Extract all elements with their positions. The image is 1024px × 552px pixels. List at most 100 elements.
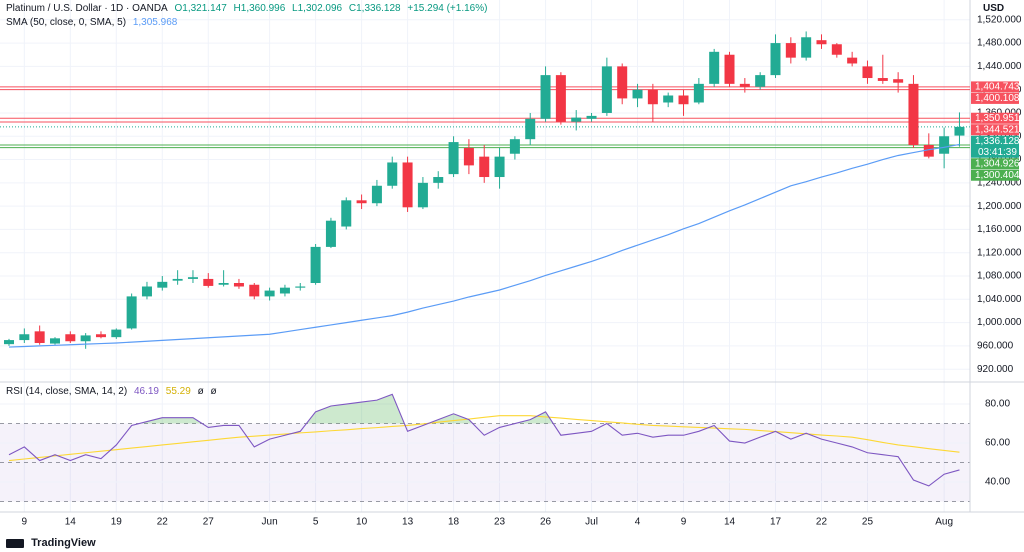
- rsi-ma-value: 55.29: [165, 386, 191, 397]
- candle-body: [295, 286, 306, 288]
- candle-body: [801, 37, 812, 58]
- x-tick-label: 22: [157, 517, 169, 528]
- candle-body: [356, 200, 367, 204]
- candle-body: [939, 136, 950, 154]
- x-tick-label: 18: [448, 517, 460, 528]
- candle-body: [831, 44, 842, 55]
- candle-body: [65, 334, 76, 342]
- symbol-title: Platinum / U.S. Dollar · 1D · OANDA: [6, 3, 168, 14]
- brand-name: TradingView: [31, 537, 96, 549]
- main-legend: Platinum / U.S. Dollar · 1D · OANDA O1,3…: [6, 3, 491, 14]
- candle-body: [678, 95, 689, 105]
- candle-body: [862, 66, 873, 79]
- y-tick-label: 1,440.000: [977, 61, 1022, 72]
- candle-body: [770, 43, 781, 76]
- candle-body: [141, 286, 152, 297]
- candle-body: [923, 144, 934, 157]
- x-tick-label: 13: [402, 517, 414, 528]
- candle-body: [325, 220, 336, 247]
- sma-line: [8, 143, 960, 348]
- candle-body: [187, 277, 198, 279]
- x-tick-label: 25: [862, 517, 874, 528]
- price-tag: [971, 124, 1019, 136]
- candle-body: [954, 126, 965, 136]
- x-tick-label: Jun: [262, 517, 278, 528]
- rsi-line: [8, 415, 960, 462]
- y-tick-label: 920.000: [977, 364, 1014, 375]
- candle-body: [739, 83, 750, 87]
- price-tag: [971, 92, 1019, 104]
- candle-body: [463, 147, 474, 166]
- x-tick-label: 4: [635, 517, 641, 528]
- x-tick-label: Aug: [935, 517, 953, 528]
- candle-body: [371, 185, 382, 204]
- candle-body: [4, 340, 14, 345]
- rsi-legend: RSI (14, close, SMA, 14, 2) 46.19 55.29 …: [6, 386, 221, 397]
- candle-body: [847, 57, 858, 64]
- y-tick-label: 80.00: [985, 399, 1010, 410]
- x-tick-label: 23: [494, 517, 506, 528]
- y-tick-label: 1,040.000: [977, 294, 1022, 305]
- candle-body: [34, 331, 45, 343]
- rsi-value: 46.19: [133, 386, 159, 397]
- candle-body: [49, 338, 60, 344]
- rsi-title: RSI (14, close, SMA, 14, 2): [6, 386, 128, 397]
- rsi-na: ø: [210, 386, 217, 397]
- rsi-line: [8, 393, 960, 487]
- candle-body: [632, 89, 643, 99]
- candle-body: [341, 200, 352, 227]
- candle-body: [617, 66, 628, 99]
- candle-body: [218, 283, 229, 285]
- candle-body: [203, 278, 214, 286]
- ohlc-low: L1,302.096: [292, 3, 343, 14]
- candle-body: [417, 182, 428, 208]
- countdown: 03:41:39: [978, 147, 1017, 158]
- y-tick-label: 960.000: [977, 341, 1014, 352]
- candle-body: [402, 162, 413, 208]
- candle-body: [80, 335, 91, 342]
- candle-body: [126, 296, 137, 329]
- x-tick-label: 19: [111, 517, 123, 528]
- price-tag-label: 1,400.108: [975, 93, 1020, 104]
- candle-body: [448, 142, 459, 175]
- candle-body: [908, 83, 919, 145]
- price-tag: [971, 112, 1019, 124]
- candle-body: [893, 79, 904, 83]
- candle-body: [724, 54, 735, 84]
- price-tag-label: 1,300.404: [975, 170, 1020, 181]
- x-tick-label: 10: [356, 517, 368, 528]
- candle-body: [279, 287, 290, 294]
- y-tick-label: 1,120.000: [977, 247, 1022, 258]
- rsi-na: ø: [197, 386, 204, 397]
- x-tick-label: 26: [540, 517, 552, 528]
- price-tag-label: 1,344.521: [975, 124, 1020, 135]
- currency: USD: [983, 3, 1005, 14]
- candle-body: [709, 51, 720, 84]
- price-tag: [971, 169, 1019, 181]
- candle-body: [525, 118, 536, 140]
- x-tick-label: 9: [681, 517, 687, 528]
- candle-body: [479, 156, 490, 178]
- candle-body: [509, 139, 520, 154]
- candle-body: [877, 78, 888, 81]
- x-tick-label: Jul: [585, 517, 598, 528]
- x-tick-label: 27: [203, 517, 215, 528]
- candle-body: [433, 177, 444, 183]
- y-tick-label: 1,240.000: [977, 177, 1022, 188]
- y-tick-label: 1,520.000: [977, 14, 1022, 25]
- candle-body: [111, 329, 122, 338]
- candle-body: [233, 283, 244, 287]
- y-tick-label: 1,200.000: [977, 201, 1022, 212]
- y-tick-label: 1,480.000: [977, 38, 1022, 49]
- price-tag-label: 1,350.951: [975, 113, 1020, 124]
- candle-body: [555, 75, 566, 122]
- candle-body: [494, 156, 505, 178]
- y-tick-label: 1,000.000: [977, 317, 1022, 328]
- x-tick-label: 22: [816, 517, 828, 528]
- x-tick-label: 17: [770, 517, 782, 528]
- sma-value: 1,305.968: [132, 17, 178, 28]
- candle-body: [601, 66, 612, 113]
- y-tick-label: 1,160.000: [977, 224, 1022, 235]
- candle-body: [586, 115, 597, 119]
